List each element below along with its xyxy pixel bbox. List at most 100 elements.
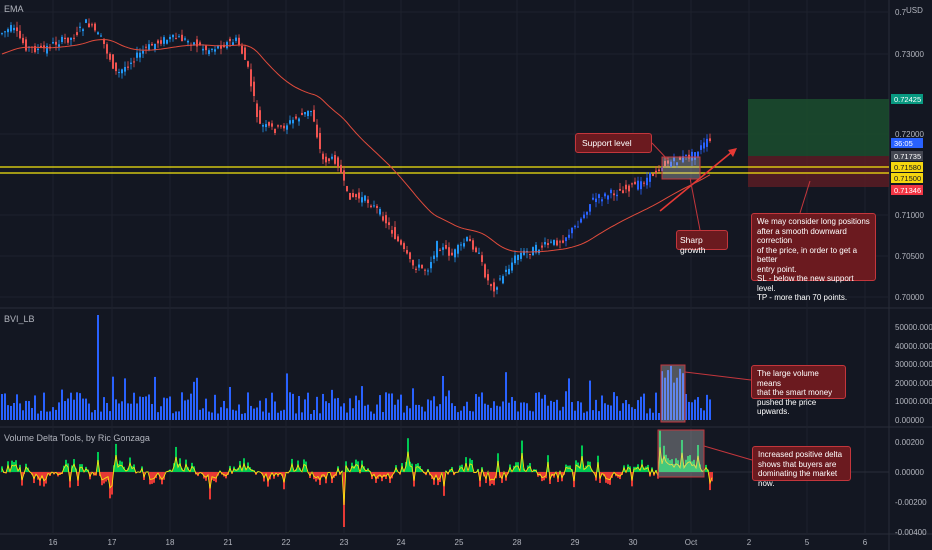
note-line: after a smooth downward correction xyxy=(757,226,847,246)
delta-bar xyxy=(315,472,317,482)
delta-bar xyxy=(437,472,439,486)
candle-body xyxy=(583,214,585,219)
volume-bar xyxy=(445,396,447,420)
candle-body xyxy=(181,34,183,42)
candle-body xyxy=(334,155,336,164)
volume-bar xyxy=(253,408,255,420)
volume-bar xyxy=(412,388,414,420)
delta-bar xyxy=(585,465,587,472)
delta-callout: Increased positive delta shows that buyer… xyxy=(752,446,851,488)
candle-body xyxy=(646,177,648,186)
volume-bar xyxy=(178,411,180,420)
delta-bar xyxy=(377,472,379,479)
candle-body xyxy=(244,47,246,60)
volume-bar xyxy=(142,397,144,420)
price-tag: 0.71580 xyxy=(891,162,923,172)
candle-body xyxy=(103,38,105,44)
volume-bar xyxy=(646,413,648,420)
volume-bar xyxy=(559,410,561,420)
price-tag-background xyxy=(891,138,923,148)
growth-pointer xyxy=(689,177,701,231)
volume-bar xyxy=(451,403,453,420)
candle-body xyxy=(664,160,666,166)
candle-body xyxy=(691,151,693,161)
time-axis[interactable]: 16 17 18 21 22 23 24 25 28 29 30 Oct 2 5 6 xyxy=(49,538,868,547)
candle-body xyxy=(397,236,399,242)
candle-body xyxy=(457,245,459,254)
candle-body xyxy=(616,194,618,197)
delta-bar xyxy=(407,438,409,472)
volume-bar xyxy=(487,404,489,420)
candle-body xyxy=(400,240,402,245)
volume-bar xyxy=(589,380,591,420)
volume-bar xyxy=(184,400,186,420)
candle-body xyxy=(316,124,318,138)
volume-bar xyxy=(274,401,276,420)
delta-bar xyxy=(579,465,581,472)
volume-bar xyxy=(634,408,636,420)
volume-bar xyxy=(82,398,84,420)
price-highlight-box xyxy=(661,156,701,180)
trend-arrow-head xyxy=(728,148,737,157)
volume-bar xyxy=(79,393,81,420)
volume-bar xyxy=(328,403,330,420)
candle-body xyxy=(505,269,507,272)
candle-body xyxy=(73,37,75,39)
delta-axis[interactable]: 0.00200 0.00000 -0.00200 -0.00400 xyxy=(895,438,927,537)
candle-body xyxy=(517,254,519,261)
delta-bar xyxy=(605,472,607,483)
delta-axis-label: 0.00000 xyxy=(895,468,924,477)
candle-body xyxy=(412,259,414,266)
candle-body xyxy=(142,50,144,54)
volume-bar xyxy=(10,405,12,420)
volume-axis-label: 0.00000 xyxy=(895,416,924,425)
volume-bar xyxy=(148,394,150,420)
delta-bar xyxy=(321,472,323,478)
delta-bar xyxy=(211,472,213,480)
price-axis-label: 0.7 xyxy=(895,8,907,17)
volume-bar xyxy=(37,413,39,420)
volume-bar xyxy=(565,391,567,420)
volume-bar xyxy=(340,406,342,420)
note-line: We may consider long positions xyxy=(757,217,870,226)
delta-bar xyxy=(131,466,133,472)
volume-bar xyxy=(550,400,552,420)
volume-bar xyxy=(400,394,402,420)
candle-body xyxy=(118,72,120,74)
volume-bar xyxy=(697,397,699,420)
price-tag-background xyxy=(891,173,923,183)
volume-axis[interactable]: 50000.00000 40000.00000 30000.00000 20000.0… xyxy=(895,323,932,425)
candle-body xyxy=(241,45,243,54)
candle-body xyxy=(40,45,42,48)
price-axis[interactable]: 0.7 0.73000 0.72000 0.71000 0.70500 0.70000 xyxy=(895,8,924,302)
candle-body xyxy=(565,237,567,242)
delta-axis-label: 0.00200 xyxy=(895,438,924,447)
volume-bar xyxy=(358,400,360,420)
volume-bar xyxy=(592,410,594,420)
volume-bar xyxy=(619,410,621,420)
volume-bar xyxy=(160,406,162,420)
volume-bar xyxy=(349,398,351,420)
volume-bar xyxy=(547,405,549,420)
volume-bar xyxy=(577,401,579,420)
volume-bar xyxy=(133,392,135,420)
volume-bar xyxy=(166,398,168,420)
volume-bar xyxy=(46,411,48,420)
volume-bar xyxy=(238,404,240,420)
delta-bar xyxy=(567,465,569,472)
volume-bar xyxy=(28,401,30,420)
volume-bar xyxy=(319,413,321,420)
volume-bar xyxy=(370,411,372,420)
delta-note-pointer xyxy=(703,445,753,461)
volume-bar xyxy=(454,406,456,420)
candle-body xyxy=(655,170,657,174)
volume-bar xyxy=(568,378,570,420)
volume-bar xyxy=(628,404,630,420)
delta-bar xyxy=(431,472,433,480)
candle-body xyxy=(628,185,630,192)
candle-body xyxy=(586,211,588,215)
price-tag: 0.72425 xyxy=(891,94,923,104)
volume-bar xyxy=(397,399,399,420)
candle-body xyxy=(271,123,273,127)
volume-bar xyxy=(1,394,3,420)
